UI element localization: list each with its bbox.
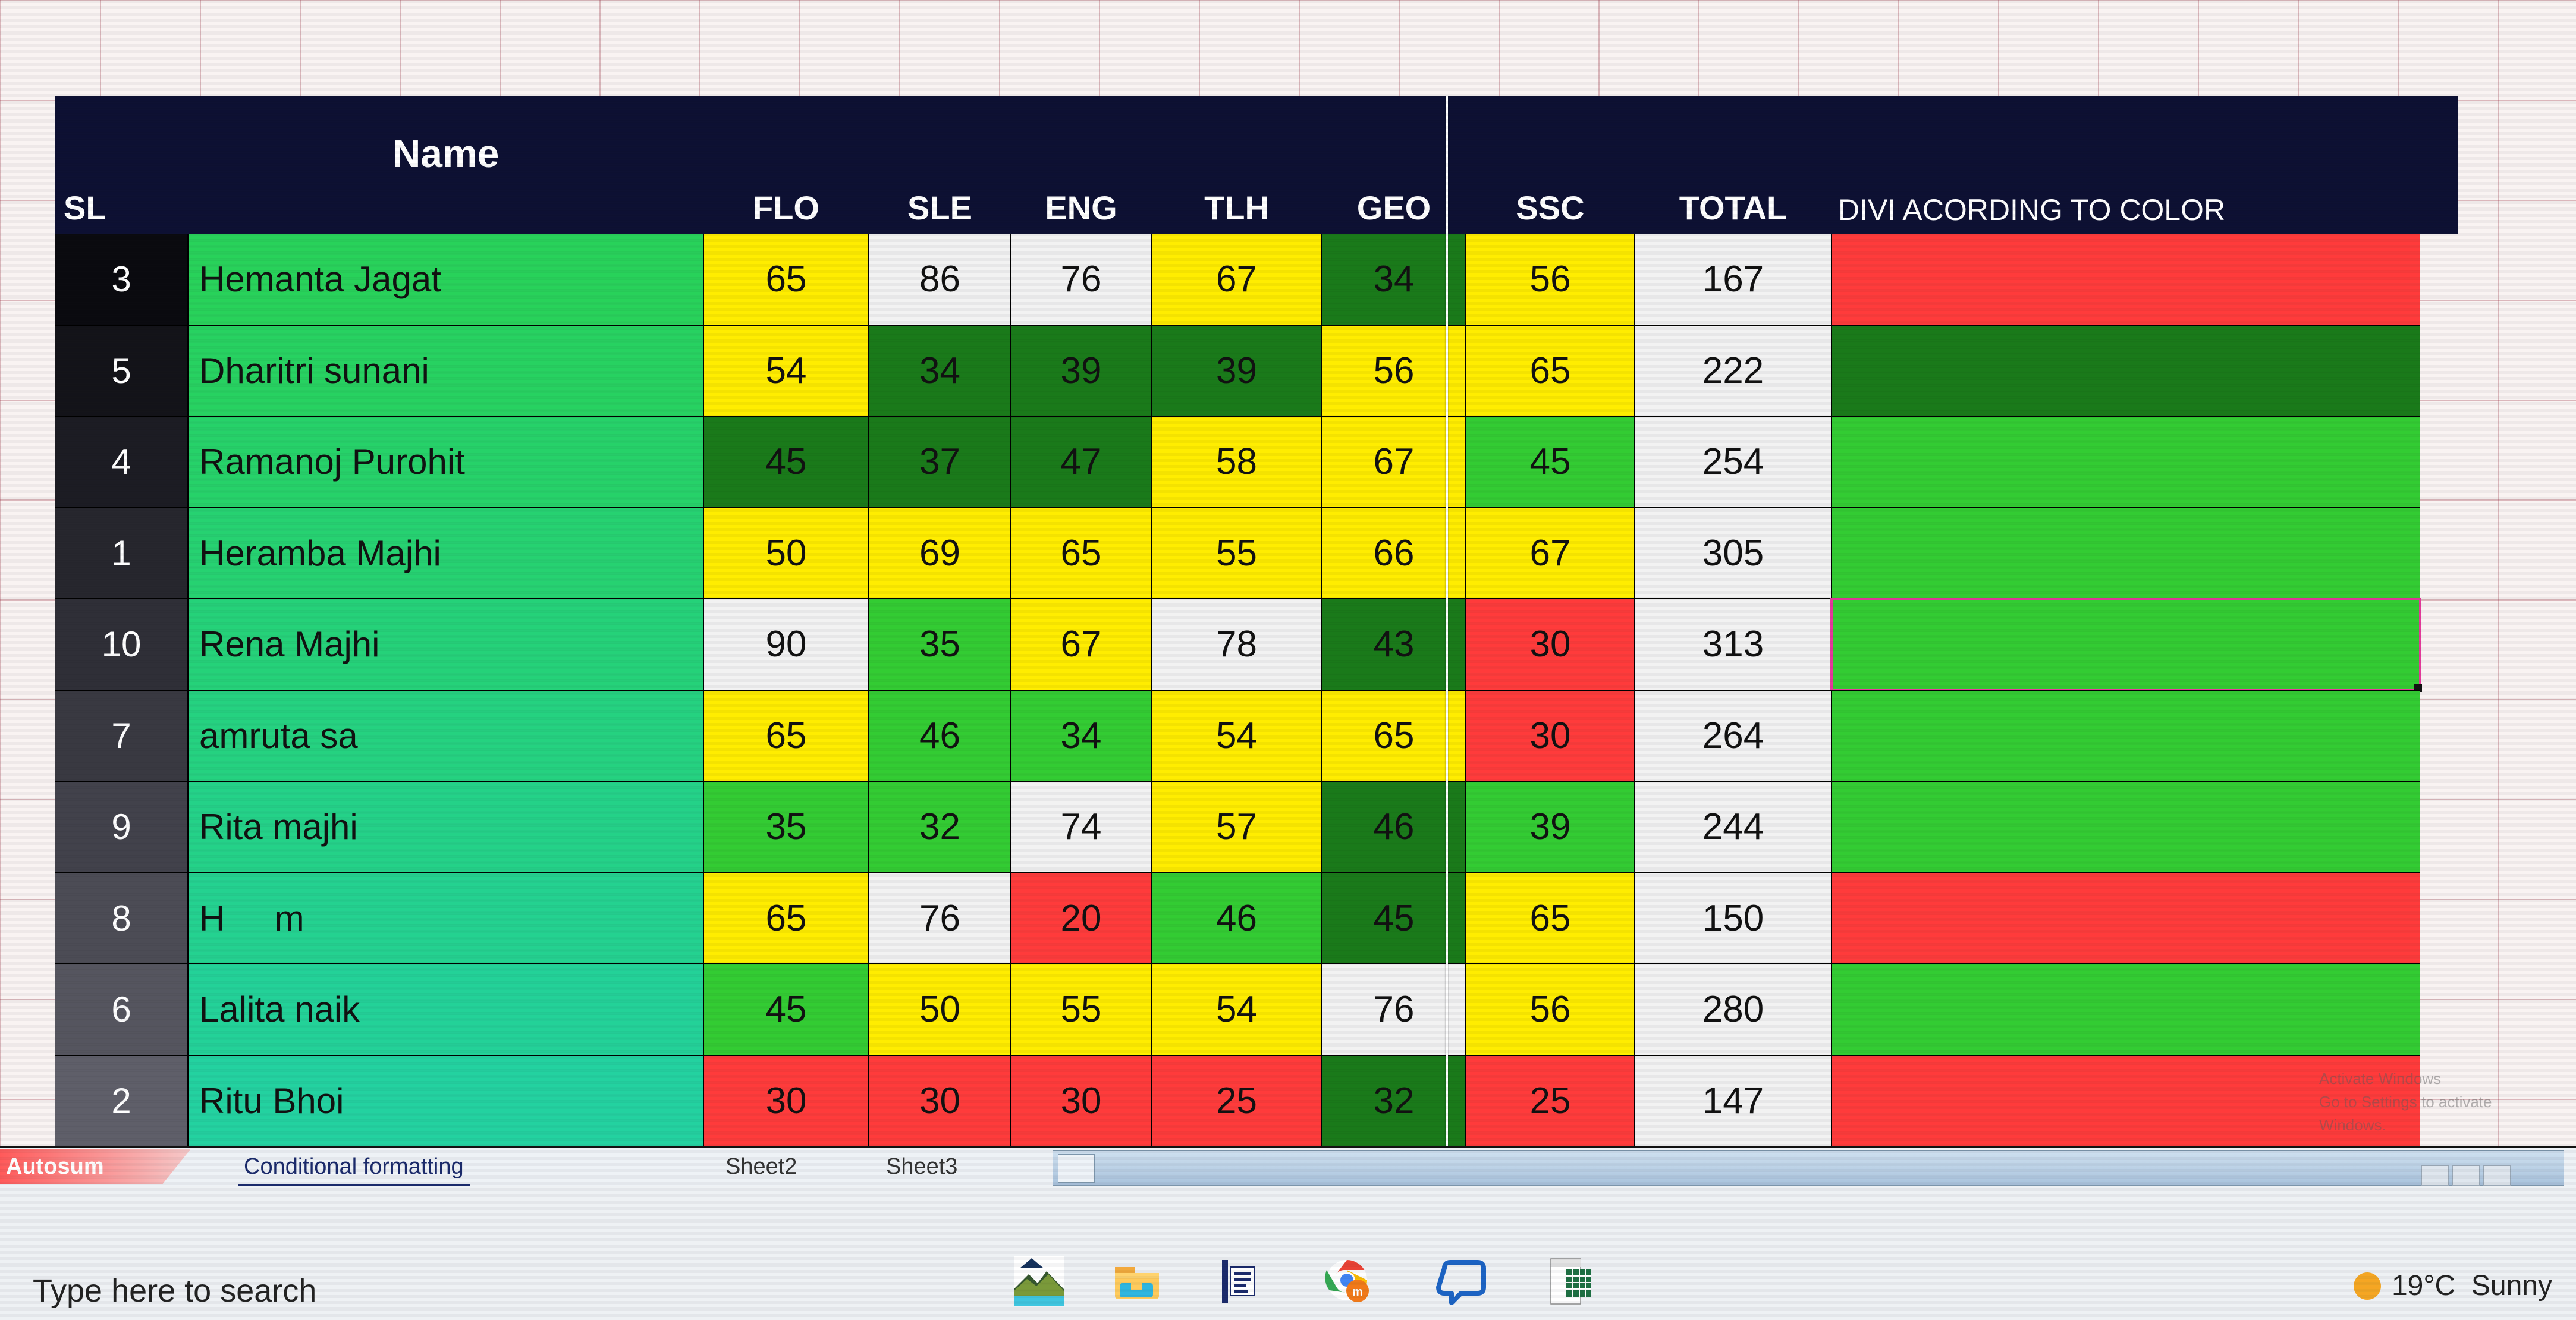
svg-text:m: m <box>1352 1286 1363 1299</box>
